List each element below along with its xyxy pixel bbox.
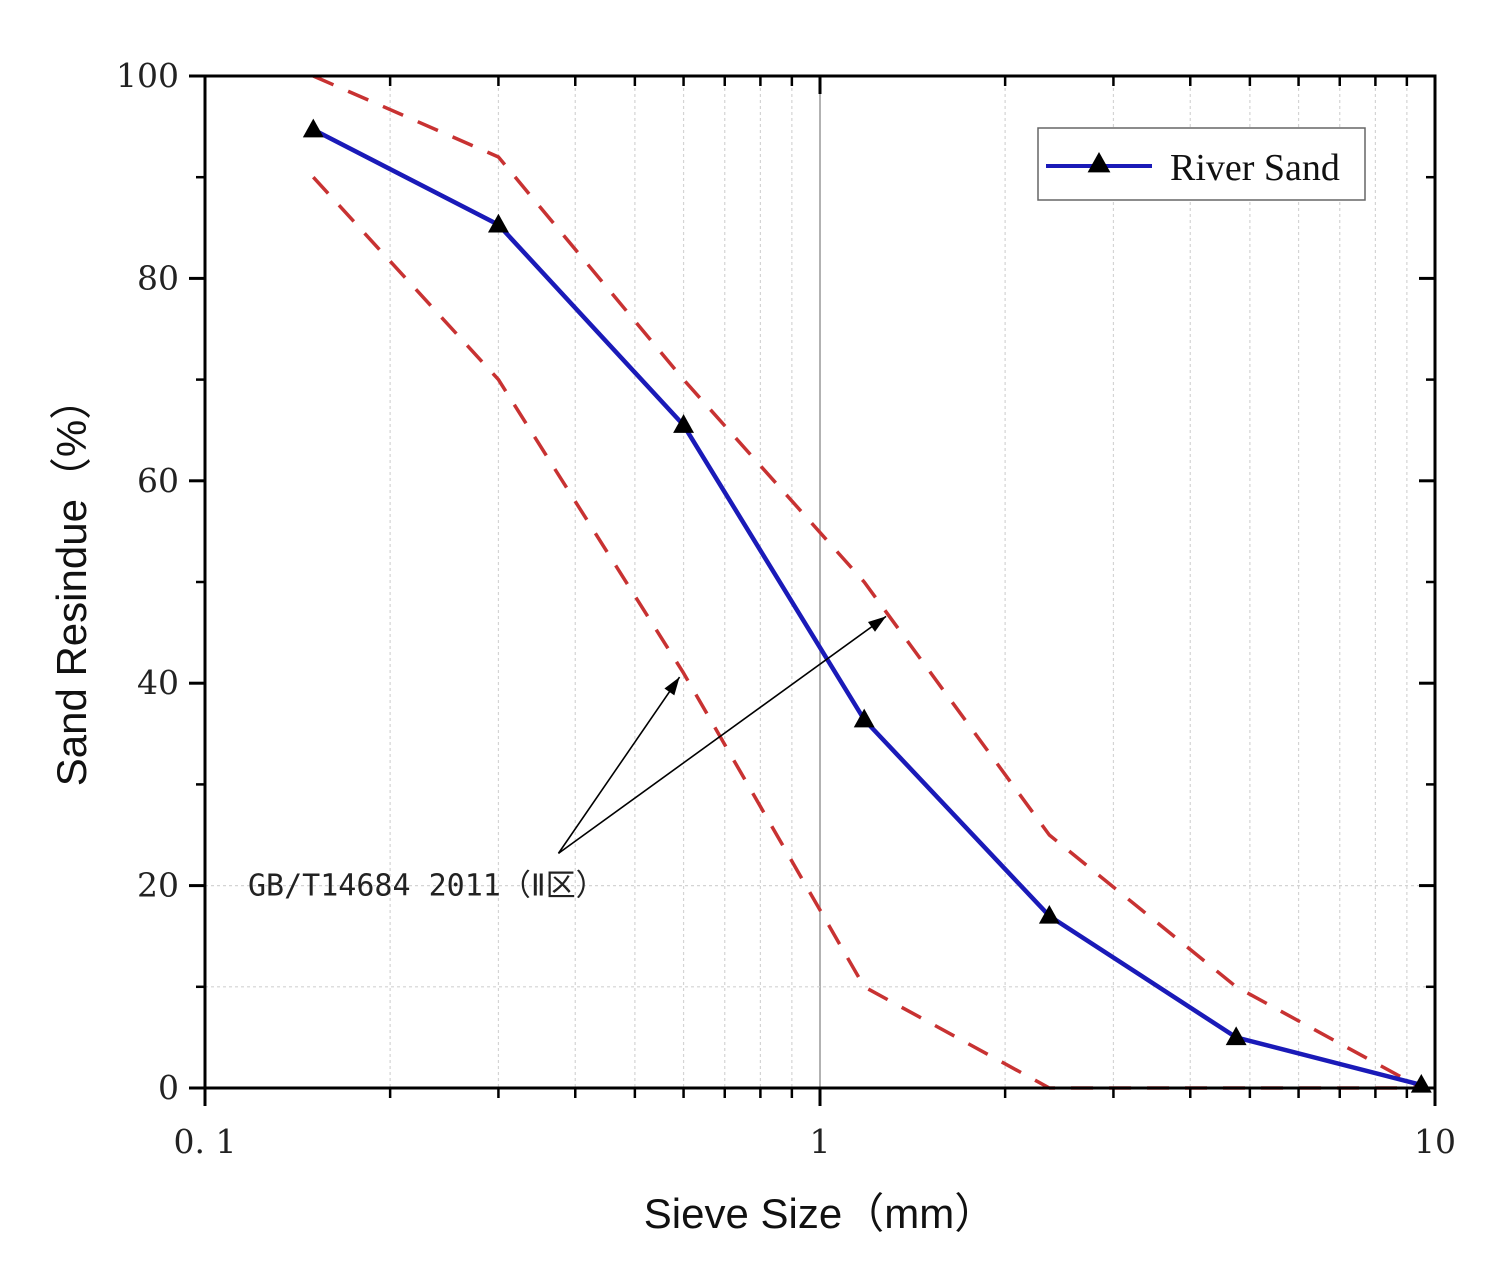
legend-label-river-sand: River Sand — [1170, 147, 1340, 189]
annotation-arrow-head — [664, 677, 680, 696]
data-point-marker — [853, 708, 875, 728]
plot-series — [302, 74, 1432, 1093]
annotation-text: GB/T14684 2011（Ⅱ区） — [248, 868, 606, 903]
x-tick-label: 1 — [810, 1122, 831, 1161]
legend-marker-triangle — [1087, 152, 1111, 173]
y-tick-label: 100 — [116, 56, 179, 95]
data-point-marker — [1225, 1026, 1247, 1046]
y-tick-label: 20 — [137, 866, 179, 905]
annotation-arrow-head — [867, 616, 887, 632]
x-axis-title: Sieve Size（mm） — [644, 1190, 996, 1237]
series-line-upper-limit — [312, 74, 1423, 1090]
data-point-marker — [673, 414, 695, 433]
data-point-marker — [1038, 904, 1060, 924]
series-line-lower-limit — [312, 176, 1422, 1090]
y-tick-label: 0 — [158, 1068, 179, 1107]
y-tick-label: 60 — [137, 461, 179, 500]
y-tick-label: 80 — [137, 258, 179, 297]
annotation-arrow-line — [557, 615, 887, 855]
axis-ticks: 0 20 40 60 80 100 0. 1 1 10 — [116, 56, 1456, 1161]
x-tick-label: 10 — [1414, 1122, 1456, 1161]
x-tick-label: 0. 1 — [174, 1122, 237, 1161]
y-tick-label: 40 — [137, 663, 179, 702]
data-point-marker — [487, 213, 509, 233]
data-point-marker — [302, 118, 324, 138]
grid — [205, 76, 1435, 1088]
annotation-arrow-line — [557, 676, 681, 854]
y-axis-title: Sand Resindue（%） — [48, 378, 95, 787]
legend: River Sand — [1037, 127, 1366, 201]
series-line-river-sand — [312, 127, 1422, 1088]
annotation: GB/T14684 2011（Ⅱ区） — [248, 615, 887, 903]
